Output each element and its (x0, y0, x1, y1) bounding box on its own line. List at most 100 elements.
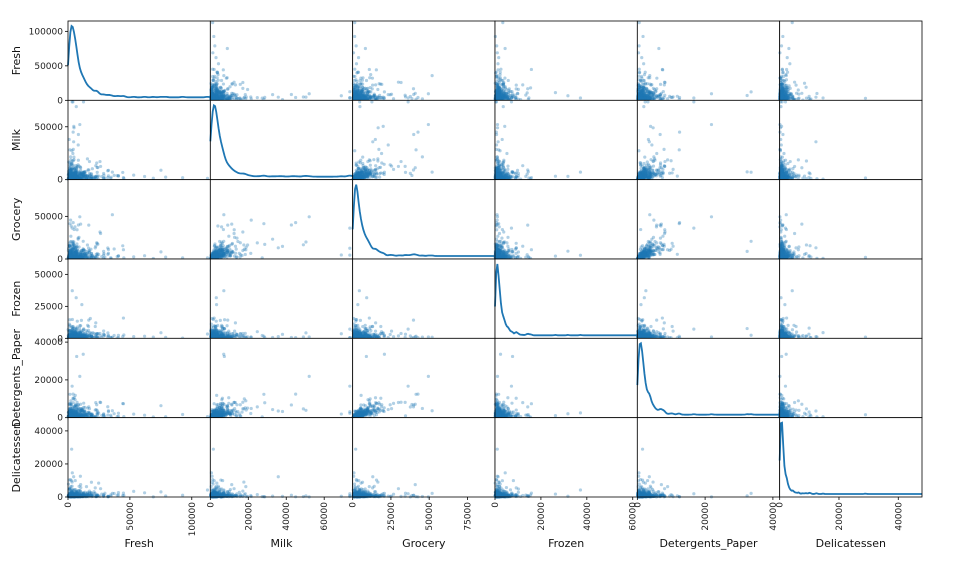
scatter-point (637, 20, 641, 25)
scatter-point (781, 78, 785, 82)
scatter-point (779, 93, 784, 97)
scatter-point (215, 93, 219, 97)
scatter-point (106, 168, 111, 172)
scatter-point (271, 93, 275, 97)
scatter-point (215, 94, 219, 99)
scatter-point (159, 168, 163, 172)
scatter-point (391, 97, 396, 101)
scatter-point (413, 91, 417, 95)
scatter-point (210, 91, 214, 96)
scatter-point (637, 96, 641, 100)
scatter-point (379, 151, 384, 156)
scatter-point (643, 173, 647, 177)
scatter-point (221, 82, 226, 86)
scatter-point (496, 62, 500, 66)
scatter-point (86, 246, 91, 250)
scatter-point (242, 96, 246, 100)
scatter-point (368, 76, 372, 80)
scatter-point (71, 250, 75, 254)
scatter-point (506, 95, 510, 99)
scatter-point (98, 230, 102, 234)
scatter-point (749, 90, 753, 94)
scatter-point (525, 172, 529, 176)
scatter-point (372, 172, 376, 176)
scatter-point (496, 140, 500, 144)
scatter-point (164, 255, 168, 259)
scatter-point (514, 83, 518, 87)
scatter-point (262, 222, 266, 226)
scatter-point (85, 174, 90, 178)
scatter-point (211, 74, 215, 79)
scatter-point (501, 20, 505, 25)
scatter-point (221, 68, 225, 72)
scatter-point (648, 74, 652, 78)
scatter-point (243, 92, 247, 97)
scatter-point (244, 95, 248, 99)
scatter-point (211, 96, 215, 100)
scatter-point (102, 251, 106, 256)
scatter-point (412, 132, 416, 137)
scatter-point (354, 168, 358, 172)
scatter-point (218, 94, 222, 98)
scatter-point (495, 74, 499, 79)
scatter-point (354, 163, 358, 167)
scatter-point (788, 62, 792, 66)
scatter-point (506, 78, 510, 83)
scatter-point (369, 94, 373, 98)
scatter-point (500, 78, 504, 82)
scatter-point (159, 250, 163, 254)
scatter-point (658, 82, 663, 86)
scatter-point (647, 171, 652, 175)
scatter-point (68, 163, 72, 167)
scatter-point (216, 62, 221, 66)
scatter-point (396, 164, 401, 169)
scatter-point (87, 168, 91, 172)
scatter-point (807, 94, 811, 98)
scatter-point (502, 171, 506, 175)
panel-background (779, 21, 922, 101)
scatter-point (787, 84, 791, 88)
panel-Milk-vs-Milk (209, 99, 354, 181)
scatter-point (94, 174, 98, 178)
scatter-point (353, 93, 358, 97)
scatter-point (781, 34, 785, 39)
scatter-point (506, 164, 510, 168)
scatter-point (76, 252, 80, 257)
scatter-point (863, 176, 868, 180)
scatter-point (657, 172, 661, 176)
scatter-point (745, 93, 749, 98)
scatter-point (87, 223, 91, 227)
scatter-point (787, 175, 791, 180)
scatter-point (70, 100, 74, 104)
scatter-point (781, 132, 785, 137)
scatter-point (566, 174, 570, 178)
panel-Grocery-vs-Milk (209, 179, 354, 261)
scatter-point (406, 96, 410, 100)
scatter-point (780, 155, 784, 159)
scatter-point (98, 159, 102, 164)
scatter-point (516, 92, 520, 96)
scatter-point (181, 176, 185, 180)
scatter-point (220, 95, 224, 99)
scatter-point (666, 97, 670, 101)
scatter-point (78, 122, 82, 127)
scatter-point (226, 87, 230, 91)
scatter-point (815, 91, 819, 96)
scatter-point (502, 92, 506, 97)
scatter-point (521, 164, 525, 168)
panel-Milk-vs-Detergents_Paper (636, 99, 781, 182)
scatter-point (709, 122, 714, 127)
scatter-point (649, 158, 653, 162)
scatter-point (362, 165, 366, 170)
scatter-point (238, 82, 242, 86)
scatter-point (643, 167, 647, 171)
scatter-point (381, 124, 385, 128)
scatter-point (646, 137, 651, 142)
scatter-point (498, 70, 502, 74)
scatter-point (353, 20, 357, 25)
scatter-point (209, 96, 214, 100)
scatter-point (95, 170, 99, 174)
scatter-point (76, 132, 81, 137)
scatter-point (211, 51, 215, 55)
